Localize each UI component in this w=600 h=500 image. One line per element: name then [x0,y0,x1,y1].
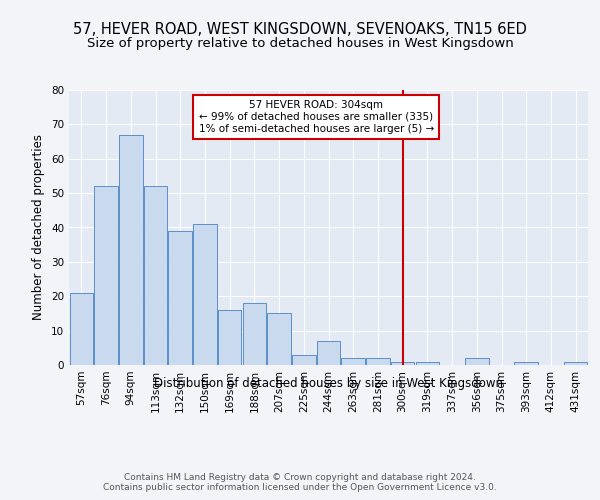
Bar [119,134,143,365]
Bar [242,303,266,365]
Bar [564,362,587,365]
Bar [268,314,291,365]
Bar [317,341,340,365]
Bar [193,224,217,365]
Text: 57, HEVER ROAD, WEST KINGSDOWN, SEVENOAKS, TN15 6ED: 57, HEVER ROAD, WEST KINGSDOWN, SEVENOAK… [73,22,527,38]
Bar [514,362,538,365]
Y-axis label: Number of detached properties: Number of detached properties [32,134,46,320]
Bar [366,358,389,365]
Bar [94,186,118,365]
Bar [218,310,241,365]
Text: 57 HEVER ROAD: 304sqm
← 99% of detached houses are smaller (335)
1% of semi-deta: 57 HEVER ROAD: 304sqm ← 99% of detached … [199,100,434,134]
Text: Size of property relative to detached houses in West Kingsdown: Size of property relative to detached ho… [86,38,514,51]
Bar [70,293,93,365]
Text: Contains HM Land Registry data © Crown copyright and database right 2024.
Contai: Contains HM Land Registry data © Crown c… [103,473,497,492]
Bar [391,362,415,365]
Bar [144,186,167,365]
Bar [341,358,365,365]
Text: Distribution of detached houses by size in West Kingsdown: Distribution of detached houses by size … [154,378,503,390]
Bar [465,358,488,365]
Bar [416,362,439,365]
Bar [292,354,316,365]
Bar [169,231,192,365]
